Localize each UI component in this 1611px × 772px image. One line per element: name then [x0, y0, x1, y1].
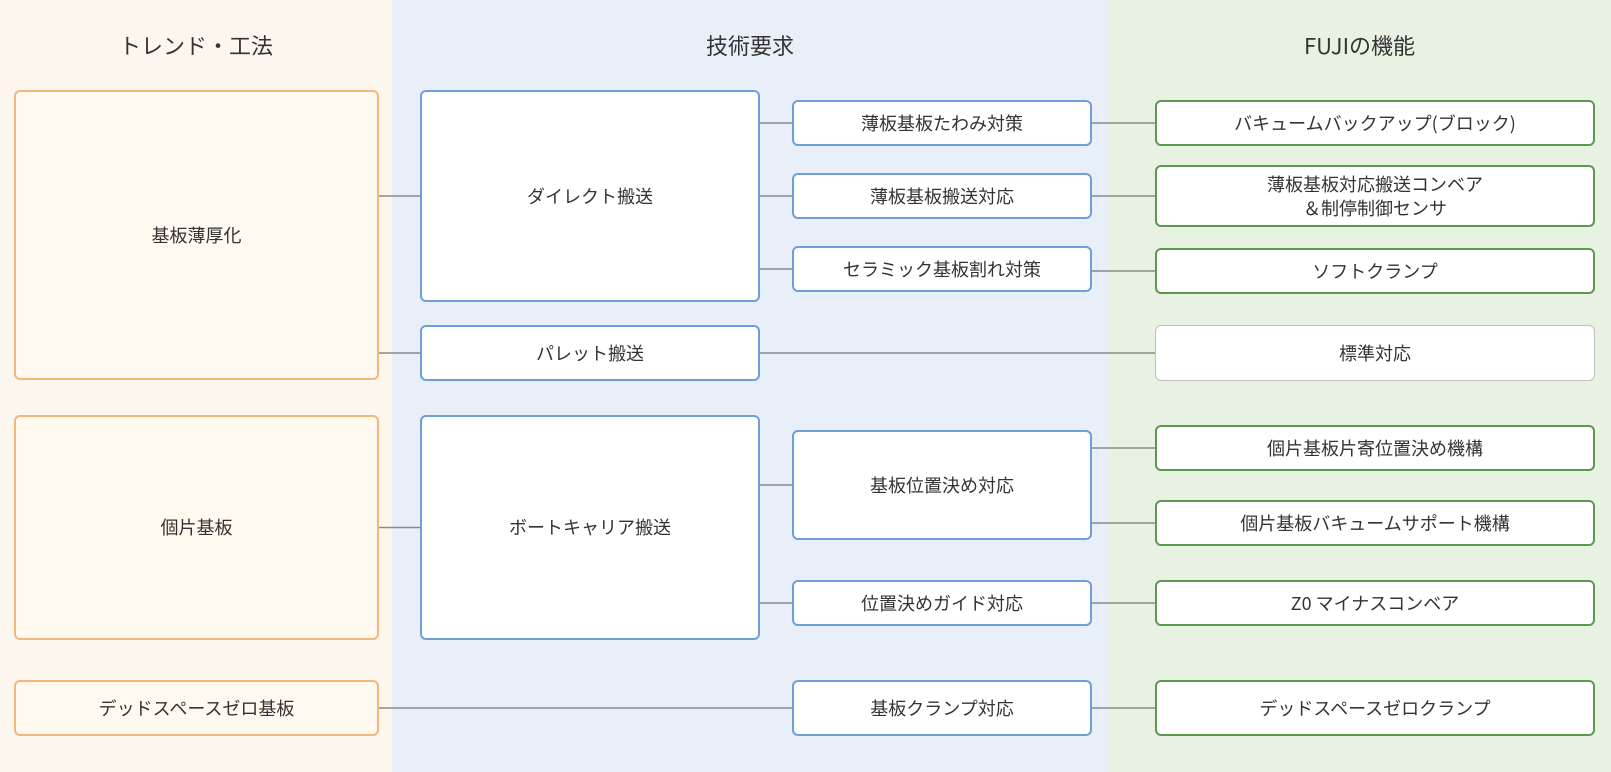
diagram-canvas: トレンド・工法技術要求FUJIの機能基板薄厚化個片基板デッドスペースゼロ基板 ダイ… [0, 0, 1611, 772]
node-C2: 薄板基板対応搬送コンベア ＆制停制御センサ [1155, 165, 1595, 227]
node-B1a: 薄板基板たわみ対策 [792, 100, 1092, 146]
column-header-colA: トレンド・工法 [0, 30, 392, 60]
node-B1: ダイレクト搬送 [420, 90, 760, 302]
node-A3: デッドスペースゼロ基板 [14, 680, 379, 736]
column-header-colC: FUJIの機能 [1108, 30, 1611, 60]
node-B4: 基板クランプ対応 [792, 680, 1092, 736]
node-C6: 個片基板バキュームサポート機構 [1155, 500, 1595, 546]
node-C1: バキュームバックアップ(ブロック) [1155, 100, 1595, 146]
column-header-colB: 技術要求 [392, 30, 1108, 60]
node-C7: Z0 マイナスコンベア [1155, 580, 1595, 626]
node-B2: パレット搬送 [420, 325, 760, 381]
node-C8: デッドスペースゼロクランプ [1155, 680, 1595, 736]
node-B3: ボートキャリア搬送 [420, 415, 760, 640]
node-B3a: 基板位置決め対応 [792, 430, 1092, 540]
node-B1c: セラミック基板割れ対策 [792, 246, 1092, 292]
node-C4: 標準対応 [1155, 325, 1595, 381]
node-C5: 個片基板片寄位置決め機構 [1155, 425, 1595, 471]
node-A2: 個片基板 [14, 415, 379, 640]
node-C3: ソフトクランプ [1155, 248, 1595, 294]
node-B3b: 位置決めガイド対応 [792, 580, 1092, 626]
node-A1: 基板薄厚化 [14, 90, 379, 380]
node-B1b: 薄板基板搬送対応 [792, 173, 1092, 219]
